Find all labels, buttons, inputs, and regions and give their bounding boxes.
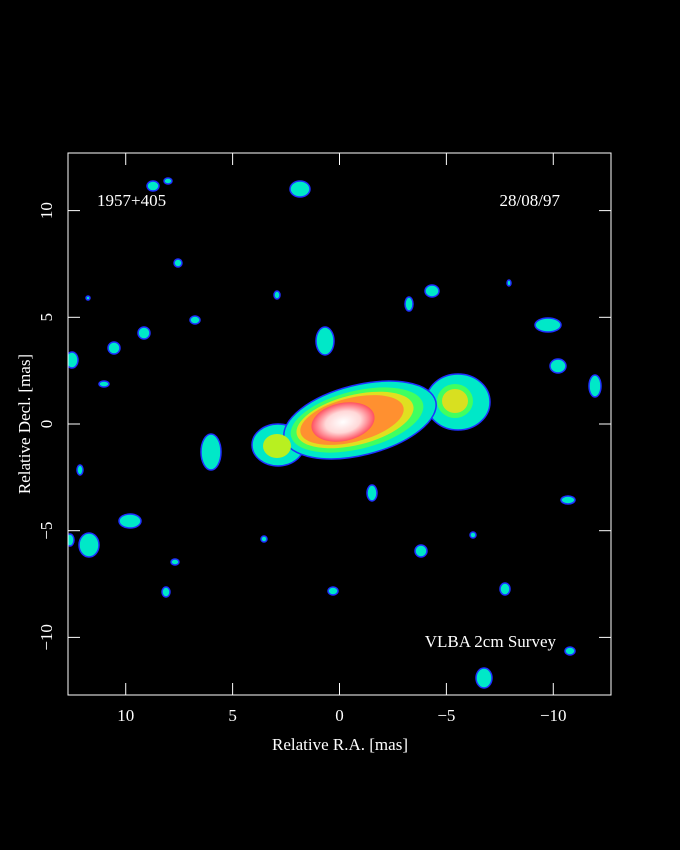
epoch: 28/08/97 (500, 191, 561, 210)
x-tick-label: 5 (228, 706, 237, 725)
y-tick-label: 10 (37, 202, 56, 219)
image-map (68, 177, 602, 689)
y-tick-label: −10 (37, 624, 56, 651)
x-tick-label: 0 (335, 706, 344, 725)
source-name: 1957+405 (97, 191, 166, 210)
x-tick-label: 10 (117, 706, 134, 725)
y-axis-label: Relative Decl. [mas] (15, 354, 34, 494)
y-tick-label: 0 (37, 420, 56, 429)
survey-label: VLBA 2cm Survey (425, 632, 557, 651)
y-tick-label: 5 (37, 313, 56, 322)
noise-blobs (68, 177, 602, 689)
x-tick-label: −10 (540, 706, 567, 725)
x-axis-label: Relative R.A. [mas] (272, 735, 408, 754)
x-tick-label: −5 (437, 706, 455, 725)
jet (251, 373, 491, 467)
y-tick-label: −5 (37, 522, 56, 540)
